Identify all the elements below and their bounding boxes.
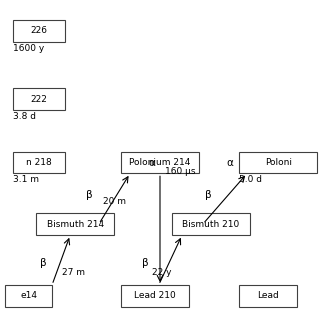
Text: Polonium 214: Polonium 214 (129, 158, 191, 167)
Text: β: β (205, 190, 212, 200)
Text: 160 μs: 160 μs (165, 167, 196, 176)
FancyBboxPatch shape (121, 285, 188, 307)
FancyBboxPatch shape (13, 20, 65, 42)
Text: Poloni: Poloni (265, 158, 292, 167)
Text: 22 y: 22 y (152, 268, 172, 277)
FancyBboxPatch shape (5, 285, 52, 307)
Text: n 218: n 218 (26, 158, 52, 167)
FancyBboxPatch shape (36, 213, 115, 235)
Text: α: α (149, 158, 156, 168)
Text: 5.0 d: 5.0 d (239, 175, 262, 185)
Text: Bismuth 210: Bismuth 210 (182, 220, 239, 229)
Text: β: β (40, 258, 47, 268)
Text: 3.1 m: 3.1 m (13, 175, 39, 185)
Text: 222: 222 (31, 95, 47, 104)
Text: e14: e14 (20, 291, 37, 300)
Text: β: β (142, 258, 148, 268)
Text: Lead: Lead (257, 291, 279, 300)
Text: β: β (86, 190, 92, 200)
FancyBboxPatch shape (239, 152, 317, 173)
FancyBboxPatch shape (172, 213, 250, 235)
Text: Lead 210: Lead 210 (134, 291, 176, 300)
FancyBboxPatch shape (121, 152, 199, 173)
Text: Bismuth 214: Bismuth 214 (47, 220, 104, 229)
Text: α: α (227, 158, 234, 168)
FancyBboxPatch shape (13, 152, 65, 173)
Text: 1600 y: 1600 y (13, 44, 44, 53)
Text: 27 m: 27 m (62, 268, 85, 277)
Text: 20 m: 20 m (103, 197, 126, 206)
Text: 3.8 d: 3.8 d (13, 112, 36, 121)
FancyBboxPatch shape (13, 88, 65, 110)
FancyBboxPatch shape (239, 285, 297, 307)
Text: 226: 226 (30, 26, 48, 35)
